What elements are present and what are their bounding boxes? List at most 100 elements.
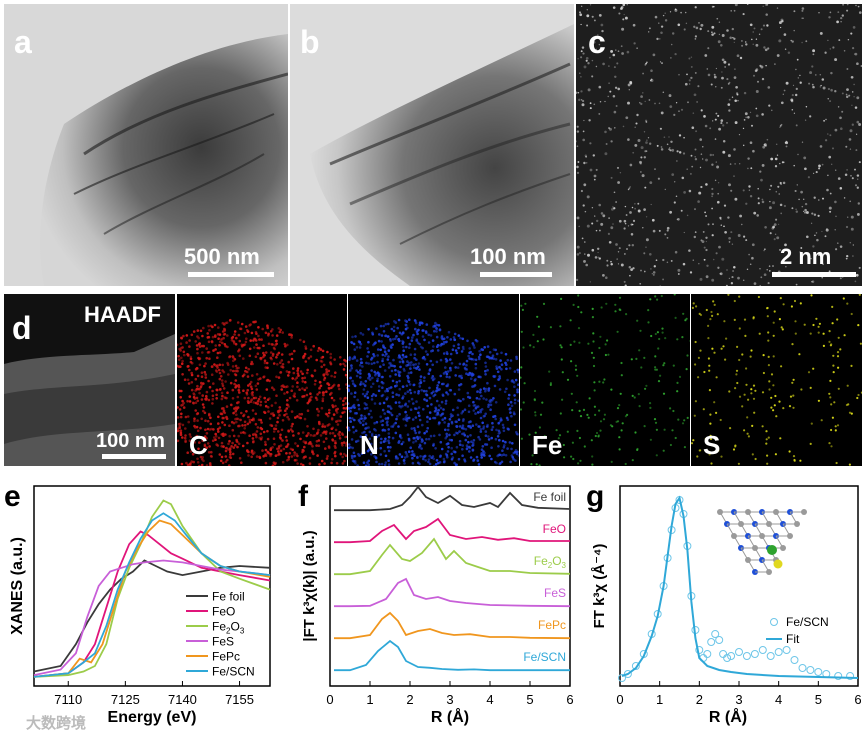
map-dot [650,334,653,338]
map-dot [832,364,835,367]
atom-dot [621,27,625,31]
map-dot [323,430,326,434]
map-dot [363,384,367,387]
map-dot [305,371,309,375]
map-dot [437,422,441,426]
map-dot [232,446,236,449]
atom-dot [766,4,769,6]
map-dot [580,311,583,314]
atom-dot [766,138,769,141]
atom-dot [711,195,713,198]
atom-dot [598,14,602,17]
atom-dot [734,68,736,70]
atom-dot [785,266,787,268]
atom-dot [761,113,764,116]
panel-b-micrograph [290,4,574,286]
map-dot [374,456,378,460]
map-dot [260,338,263,341]
panel-b-scalebar-label: 100 nm [470,244,546,269]
atom-dot [678,151,682,154]
atom-dot [622,4,626,7]
map-dot [231,369,235,373]
map-dot [359,380,363,384]
map-dot [520,437,523,440]
atom-dot [577,161,580,163]
atom-dot [664,12,666,14]
map-dot [447,422,450,426]
map-dot [361,423,365,427]
map-dot [423,338,426,342]
atom-dot [774,233,777,235]
map-dot [388,375,392,378]
map-dot [725,337,728,340]
map-dot [469,426,472,429]
map-dot [387,355,390,358]
map-dot [494,437,498,441]
map-dot [181,423,185,427]
atom-dot [836,20,839,24]
map-dot [328,423,331,426]
map-dot [338,434,341,437]
atom-dot [577,58,579,60]
atom-dot [703,258,706,261]
map-dot [484,434,488,437]
atom-dot [800,247,803,249]
map-dot [575,401,578,404]
map-dot [694,363,697,366]
map-dot [242,431,245,434]
map-dot [792,406,795,409]
map-dot [440,412,444,416]
map-dot [180,356,183,360]
map-dot [404,323,407,327]
map-dot [344,402,347,405]
map-dot [271,328,274,331]
map-dot [177,422,181,426]
map-dot [288,353,292,356]
atom-dot [584,241,586,243]
map-dot [741,353,744,356]
map-dot [184,427,187,430]
chart-g-tick-label: 2 [696,692,703,707]
map-dot [193,441,197,444]
map-dot [444,436,447,440]
map-dot [495,365,498,368]
map-dot [418,321,422,324]
map-dot [217,337,220,340]
map-dot [530,463,533,466]
atom-dot [828,16,831,19]
map-dot [215,370,219,373]
map-dot [254,401,258,405]
map-dot [271,464,275,466]
map-dot [735,369,739,372]
map-dot [190,373,194,377]
map-dot [271,386,274,389]
atom-dot [812,49,816,53]
map-dot [207,398,211,402]
map-dot [483,346,486,349]
map-dot [572,457,575,461]
atom-dot [576,278,579,282]
map-dot [221,382,224,385]
map-dot [358,340,362,344]
map-dot [400,357,404,361]
map-dot [207,335,211,339]
map-dot [405,320,408,323]
map-dot [353,356,357,360]
atom-dot [727,154,731,158]
map-dot [349,376,352,379]
atom-dot [837,177,841,180]
map-dot [189,450,193,453]
map-dot [244,366,248,370]
map-dot [373,354,376,358]
map-dot [256,426,260,429]
map-dot [273,347,276,351]
map-dot [196,384,199,388]
map-dot [501,449,504,452]
atom-dot [803,198,805,200]
map-dot [495,352,499,356]
map-dot [208,462,212,465]
map-dot [684,319,687,322]
map-dot [745,367,748,370]
map-dot [279,433,282,437]
map-dot [661,331,664,334]
